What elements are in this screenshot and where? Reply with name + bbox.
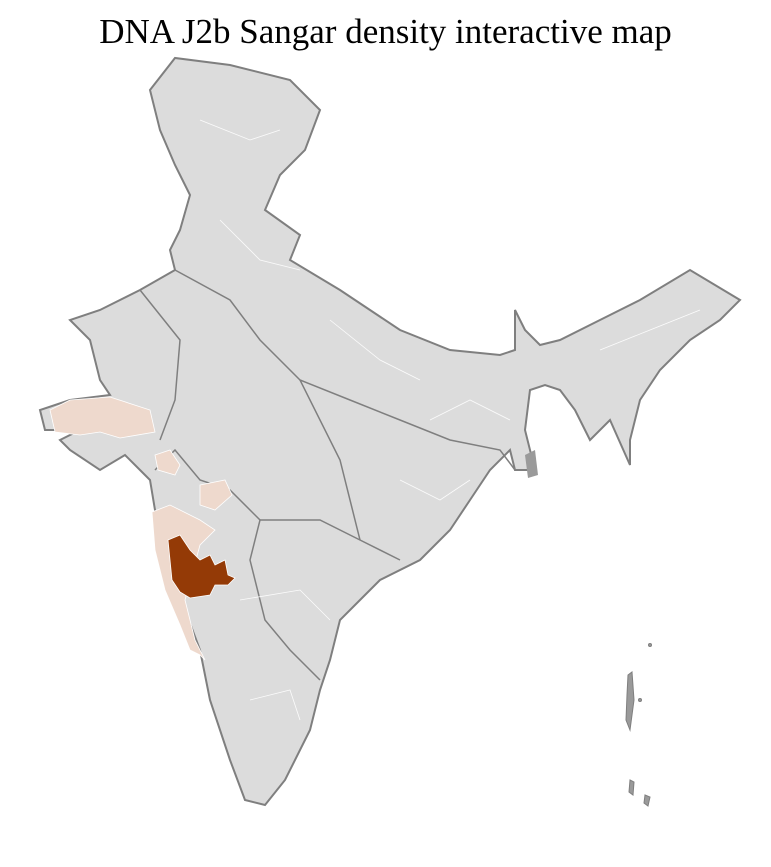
region-nashik-low[interactable] <box>199 479 233 511</box>
andaman-islands <box>625 643 652 807</box>
sundarbans <box>525 450 538 478</box>
district-lines <box>199 119 701 721</box>
india-outline[interactable] <box>38 56 742 807</box>
region-kutch-low[interactable] <box>49 396 156 439</box>
state-borders <box>139 269 516 681</box>
map-title: DNA J2b Sangar density interactive map <box>99 12 672 51</box>
region-central-gujarat-low[interactable] <box>154 449 181 476</box>
region-pune-high[interactable] <box>167 534 236 599</box>
